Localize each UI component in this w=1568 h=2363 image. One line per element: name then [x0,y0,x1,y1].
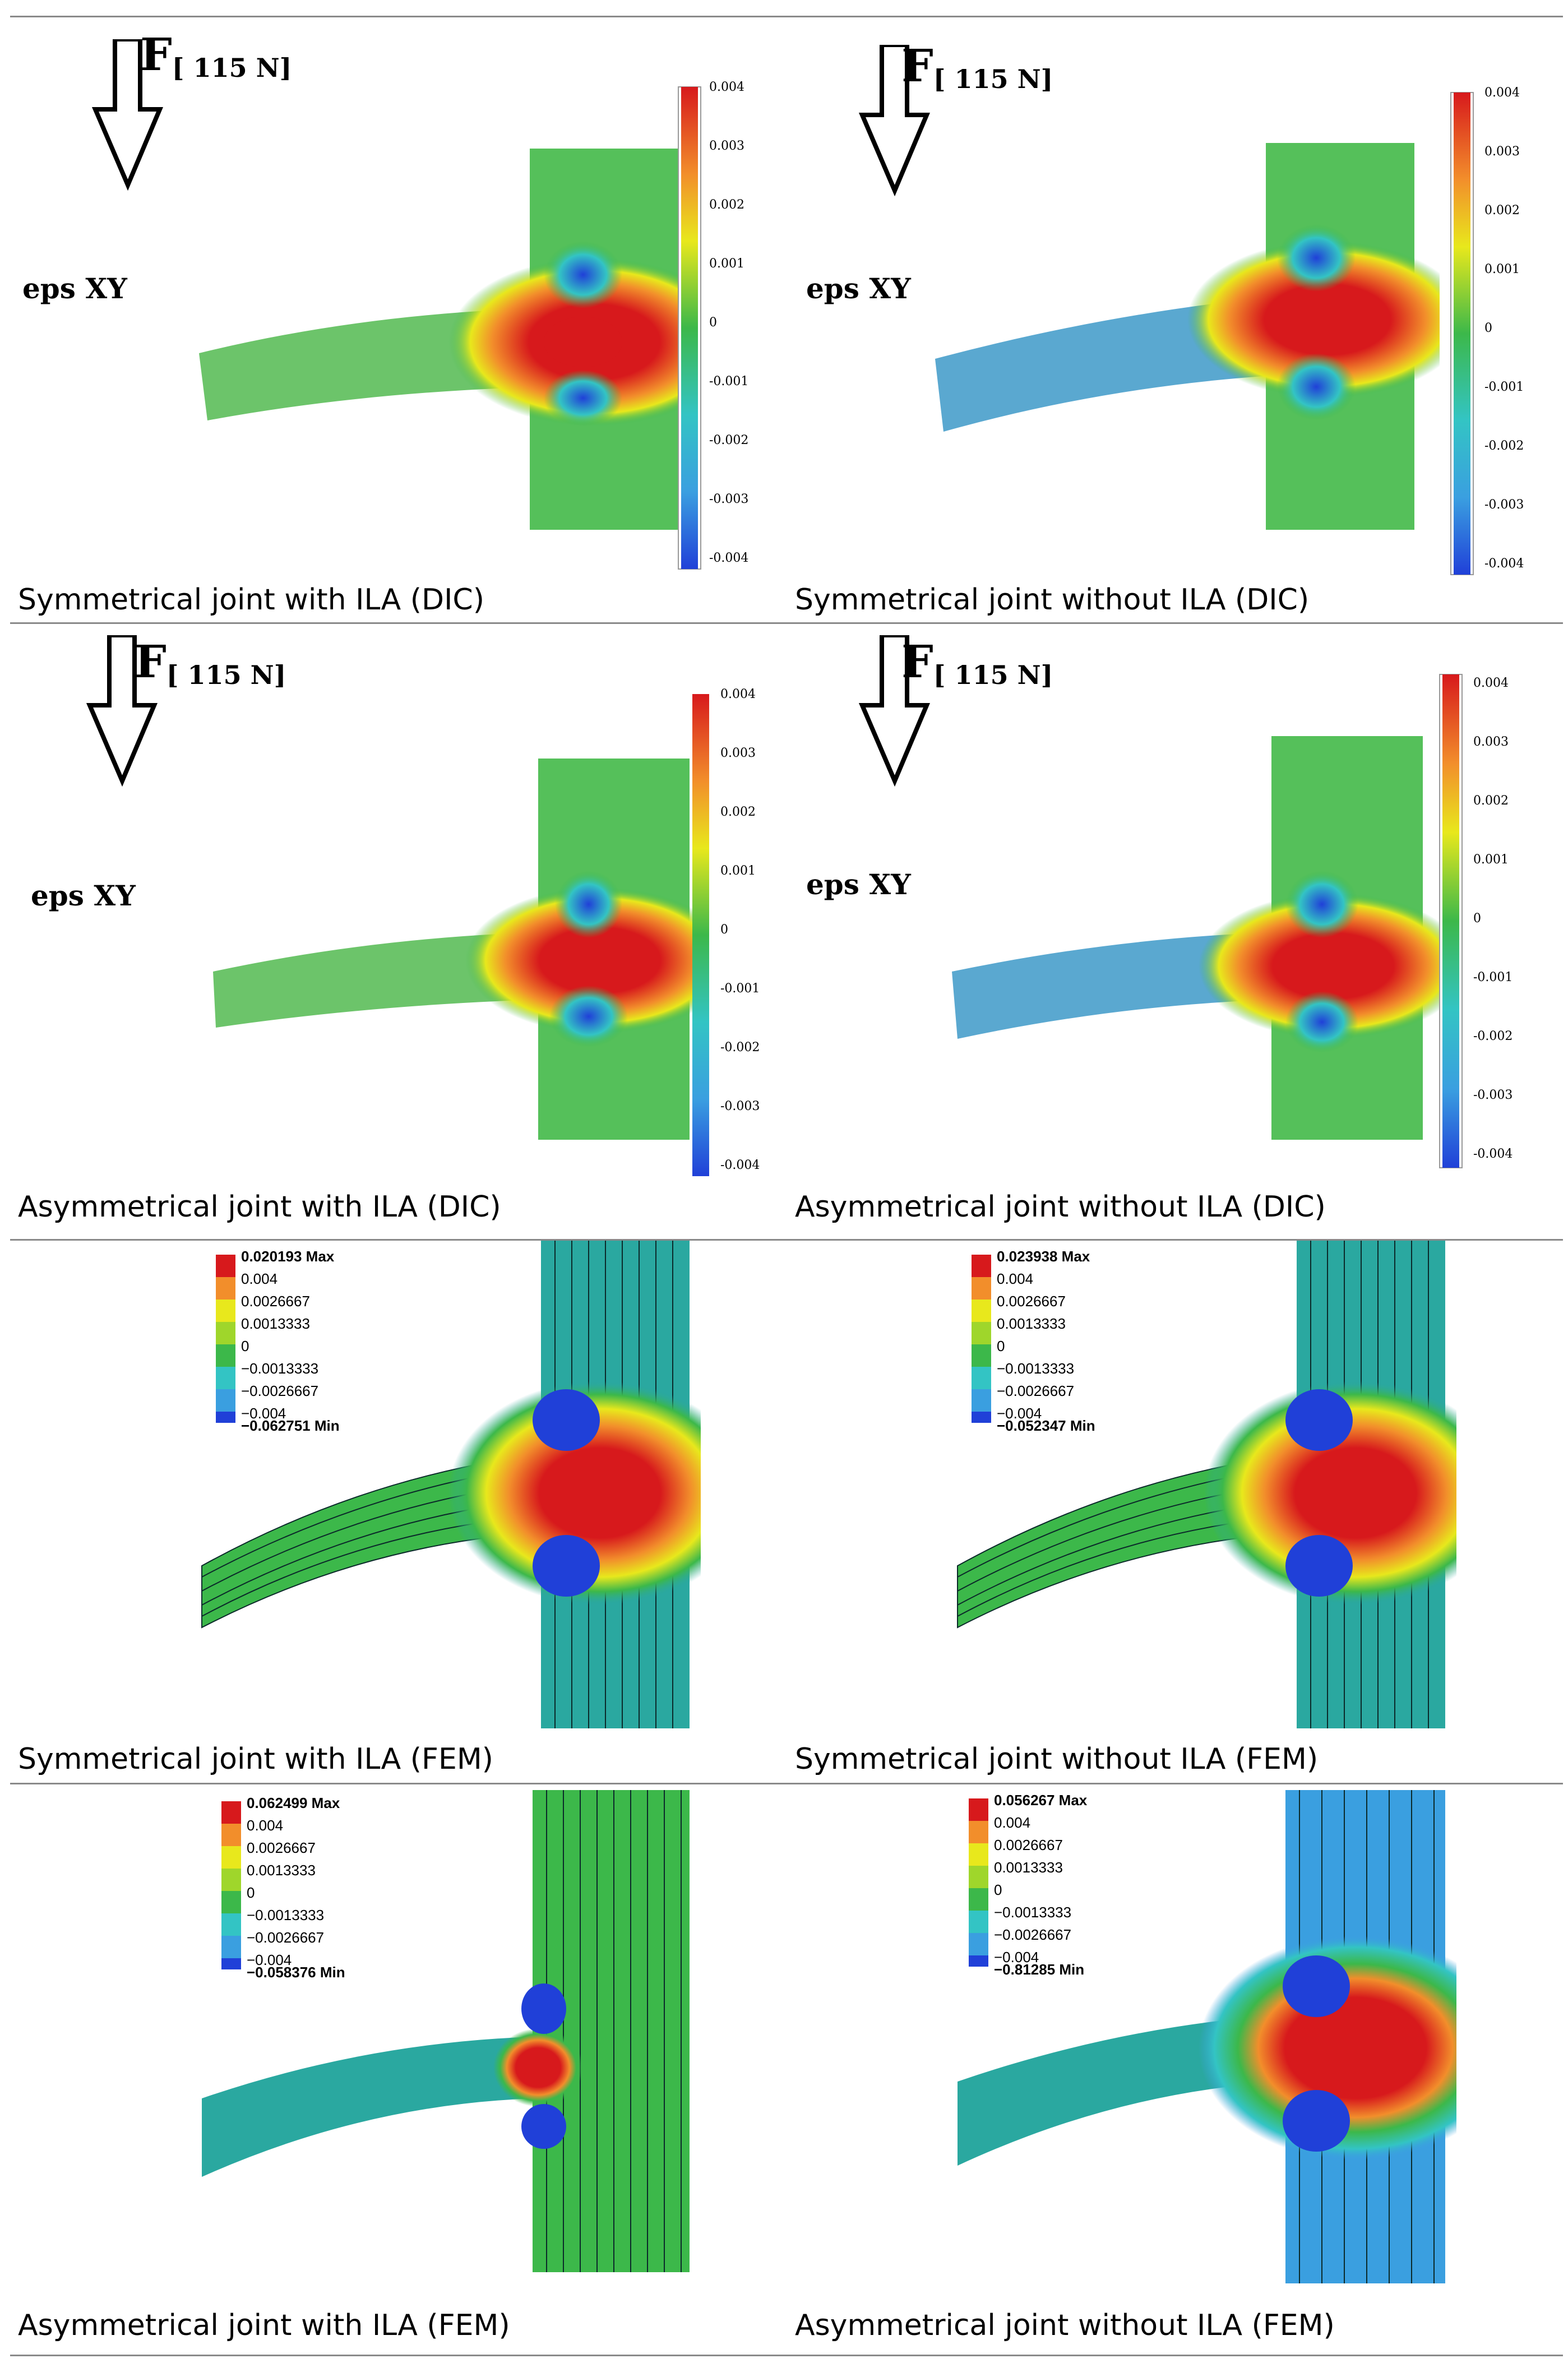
colorbar-tick-label: 0.001 [709,257,744,271]
colorbar-tick-label: 0.003 [1484,145,1520,159]
panel-asymmetrical-with-ila-dic: F[ 115 N] eps XY 0.004 0.003 0.002 0.001 0 -0… [0,624,784,1239]
legend-max: 0.020193 Max [241,1248,335,1265]
colorbar-tick-label: -0.004 [720,1158,760,1172]
force-arrow-icon [91,39,164,191]
force-arrow-icon [858,635,931,787]
panel-caption: Asymmetrical joint without ILA (DIC) [795,1190,1326,1224]
legend-min: −0.062751 Min [241,1417,340,1434]
fem-legend: 0.023938 Max 0.004 0.0026667 0.0013333 0… [972,1248,1196,1440]
force-label: F[ 115 N] [140,28,292,83]
eps-label: eps XY [806,868,911,901]
colorbar-tick-label: 0 [720,923,728,937]
colorbar-tick-label: -0.001 [1484,380,1524,394]
panel-caption: Symmetrical joint with ILA (DIC) [18,583,485,617]
fem-strain-field-map [201,1241,701,1728]
panel-asymmetrical-without-ila-fem: 0.056267 Max 0.004 0.0026667 0.0013333 0… [784,1784,1567,2355]
legend-min: −0.052347 Min [997,1417,1095,1434]
colorbar-tick-label: -0.002 [709,433,749,447]
legend-min: −0.81285 Min [994,1961,1085,1978]
dic-colorbar [692,694,709,1176]
fem-strain-field-map [957,1241,1456,1728]
row-separator-1 [10,622,1563,624]
strain-field-map [199,149,695,530]
dic-colorbar [1450,92,1474,575]
colorbar-tick-label: 0.004 [1484,86,1520,100]
force-label: F[ 115 N] [901,635,1053,690]
colorbar-tick-label: 0.002 [720,805,756,819]
panel-symmetrical-with-ila-fem: 0.020193 Max 0.004 0.0026667 0.0013333 0… [0,1241,784,1783]
colorbar-tick-label: -0.003 [1484,498,1524,512]
eps-label: eps XY [31,879,136,912]
fem-strain-field-map [202,1790,690,2272]
eps-label: eps XY [806,272,911,305]
colorbar-tick-label: 0 [1484,321,1492,335]
colorbar-tick-label: 0.001 [1484,262,1520,276]
colorbar-tick-label: 0.002 [709,198,744,212]
fem-strain-field-map [958,1790,1456,2283]
row-separator-3 [10,1783,1563,1784]
row-separator-2 [10,1239,1563,1241]
colorbar-tick-label: -0.002 [1484,439,1524,453]
strain-field-map [952,736,1440,1140]
colorbar-tick-label: 0.004 [1473,676,1509,690]
row-separator-bottom [10,2355,1563,2356]
panel-asymmetrical-with-ila-fem: 0.062499 Max 0.004 0.0026667 0.0013333 0… [0,1784,784,2355]
dic-colorbar [1439,674,1463,1168]
legend-max: 0.062499 Max [247,1795,340,1811]
colorbar-tick-label: -0.003 [720,1099,760,1113]
panel-caption: Asymmetrical joint with ILA (FEM) [18,2309,510,2342]
legend-max: 0.023938 Max [997,1248,1090,1265]
force-arrow-icon [86,635,158,787]
panel-symmetrical-without-ila-fem: 0.023938 Max 0.004 0.0026667 0.0013333 0… [784,1241,1567,1783]
eps-label: eps XY [22,272,127,305]
force-label: F[ 115 N] [901,39,1053,94]
colorbar-tick-label: 0.004 [709,80,744,94]
legend-min: −0.058376 Min [247,1964,345,1981]
colorbar-tick-label: 0.001 [1473,853,1509,867]
colorbar-tick-label: -0.001 [720,982,760,996]
colorbar-tick-label: 0.002 [1473,794,1509,808]
colorbar-tick-label: 0.003 [720,746,756,760]
colorbar-tick-label: 0.003 [709,139,744,153]
colorbar-tick-label: -0.004 [709,551,749,565]
fem-legend: 0.056267 Max 0.004 0.0026667 0.0013333 0… [969,1792,1193,1983]
panel-caption: Asymmetrical joint with ILA (DIC) [18,1190,501,1224]
force-arrow-icon [858,45,931,197]
fem-legend: 0.062499 Max 0.004 0.0026667 0.0013333 0… [221,1795,446,1986]
colorbar-tick-label: 0 [709,316,717,330]
force-label: F[ 115 N] [135,635,286,690]
colorbar-tick-label: -0.004 [1484,557,1524,571]
legend-max: 0.056267 Max [994,1792,1088,1809]
colorbar-tick-label: -0.003 [1473,1088,1513,1102]
colorbar-tick-label: -0.002 [1473,1029,1513,1043]
colorbar-tick-label: -0.004 [1473,1147,1513,1161]
panel-symmetrical-without-ila-dic: F[ 115 N] eps XY 0.004 0.003 0.002 0.001 0 -0… [784,17,1567,622]
strain-field-map [935,143,1440,530]
colorbar-tick-label: 0.001 [720,864,756,878]
panel-caption: Symmetrical joint with ILA (FEM) [18,1742,493,1776]
colorbar-tick-label: 0.002 [1484,204,1520,218]
colorbar-tick-label: 0.004 [720,687,756,701]
panel-asymmetrical-without-ila-dic: F[ 115 N] eps XY 0.004 0.003 0.002 0.001 0 -0… [784,624,1567,1239]
panel-symmetrical-with-ila-dic: F[ 115 N] eps XY 0.004 0.0 [0,17,784,622]
row-separator-top [10,16,1563,17]
colorbar-tick-label: 0.003 [1473,735,1509,749]
strain-field-map [213,759,695,1140]
colorbar-tick-label: 0 [1473,912,1481,926]
colorbar-tick-label: -0.002 [720,1041,760,1055]
dic-colorbar [678,86,701,570]
panel-caption: Asymmetrical joint without ILA (FEM) [795,2309,1335,2342]
fem-legend: 0.020193 Max 0.004 0.0026667 0.0013333 0… [216,1248,440,1440]
colorbar-tick-label: -0.003 [709,492,749,506]
colorbar-tick-label: -0.001 [1473,970,1513,984]
panel-caption: Symmetrical joint without ILA (DIC) [795,583,1310,617]
panel-caption: Symmetrical joint without ILA (FEM) [795,1742,1319,1776]
colorbar-tick-label: -0.001 [709,374,749,389]
